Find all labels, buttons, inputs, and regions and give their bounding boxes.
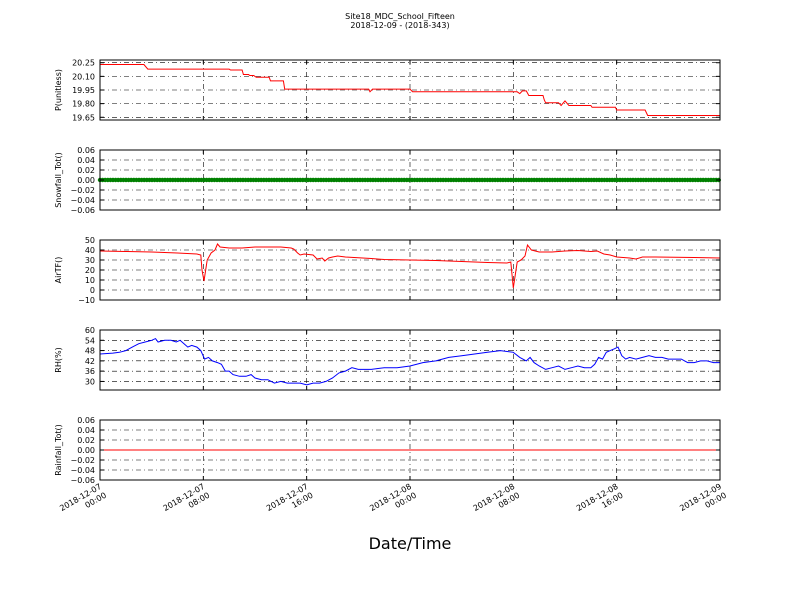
y-tick-label: 0.06 [77, 416, 95, 425]
y-tick-label: −10 [78, 296, 95, 305]
y-tick-label: −0.06 [70, 476, 95, 485]
y-tick-label: 0.00 [77, 176, 95, 185]
y-tick-label: −0.02 [70, 186, 95, 195]
series-line-3 [99, 243, 721, 289]
chart-subtitle: 2018-12-09 - (2018-343) [350, 21, 450, 30]
y-tick-label: 36 [85, 367, 95, 376]
y-tick-label: 54 [85, 336, 95, 345]
y-axis-label: Snowfall_Tot() [54, 152, 63, 208]
y-tick-label: 0.02 [77, 166, 95, 175]
y-tick-label: 40 [85, 246, 95, 255]
panel-1: 20.25 20.10 19.95 19.80 19.65 P(unitless) [54, 59, 721, 122]
y-tick-label: 60 [85, 326, 95, 335]
series-line-4 [99, 337, 720, 386]
y-tick-label: 20.25 [72, 59, 95, 68]
y-tick-label: 0.04 [77, 426, 95, 435]
y-tick-label: 30 [85, 377, 95, 386]
y-tick-label: −0.02 [70, 456, 95, 465]
y-tick-label: 0.04 [77, 156, 95, 165]
y-axis-label: P(unitless) [54, 69, 63, 111]
y-tick-label: 30 [85, 256, 95, 265]
y-tick-label: 0.00 [77, 446, 95, 455]
y-tick-label: −0.04 [70, 466, 95, 475]
y-tick-label: 19.65 [72, 113, 95, 122]
y-tick-label: 10 [85, 276, 95, 285]
y-tick-label: 42 [85, 357, 95, 366]
y-tick-label: 50 [85, 236, 95, 245]
y-tick-label: −0.06 [70, 206, 95, 215]
series-line-1 [100, 64, 720, 116]
y-axis-label: AirTF() [54, 257, 63, 284]
y-axis-label: Rainfall_Tot() [54, 424, 63, 476]
panel-2: 0.060.040.020.00−0.02−0.04−0.06 Snowfall_… [54, 146, 721, 215]
y-tick-label: −0.04 [70, 196, 95, 205]
chart-title-block: Site18_MDC_School_Fifteen 2018-12-09 - (… [0, 12, 800, 30]
y-tick-label: 19.80 [72, 100, 95, 109]
x-axis-label: Date/Time [368, 534, 452, 553]
y-tick-label: 0 [90, 286, 95, 295]
chart-title: Site18_MDC_School_Fifteen [345, 12, 455, 21]
y-tick-label: 19.95 [72, 86, 95, 95]
panel-5: 0.060.040.020.00−0.02−0.04−0.06 Rainfall_… [54, 416, 721, 485]
y-tick-label: 48 [85, 347, 95, 356]
y-tick-label: 0.02 [77, 436, 95, 445]
y-axis-label: RH(%) [54, 347, 63, 372]
y-tick-label: 20 [85, 266, 95, 275]
y-tick-label: 20.10 [72, 72, 95, 81]
y-tick-label: 0.06 [77, 146, 95, 155]
